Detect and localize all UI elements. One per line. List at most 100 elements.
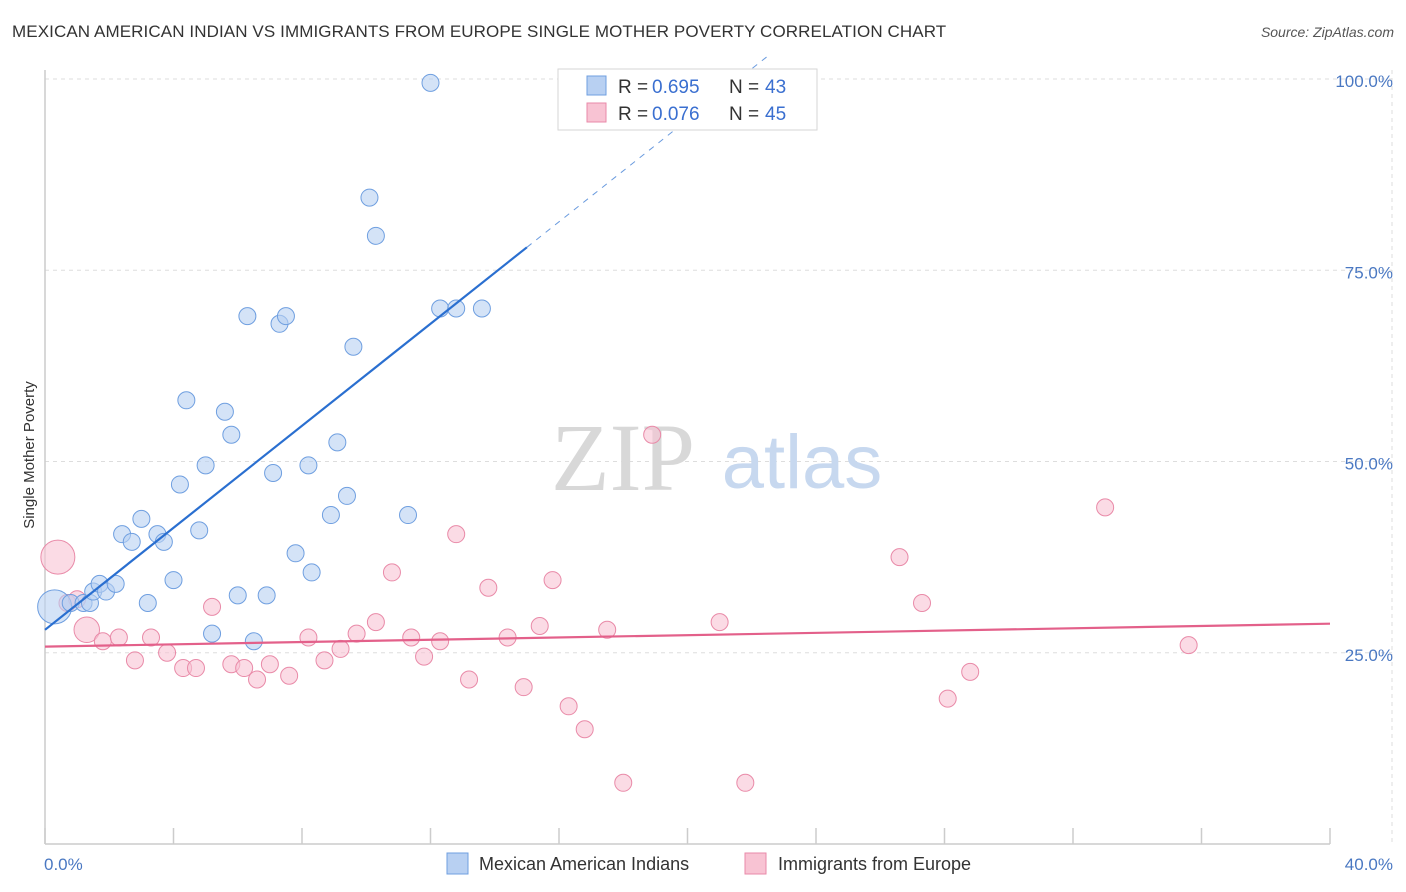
pink-point-23: [402, 628, 421, 647]
blue-point-7: [106, 574, 125, 593]
blue-point-38: [399, 506, 418, 525]
pink-point-3: [73, 616, 101, 644]
blue-point-32: [321, 506, 340, 525]
blue-point-21: [222, 425, 241, 444]
blue-point-25: [257, 586, 276, 605]
pink-point-25: [431, 632, 450, 651]
blue-point-33: [328, 433, 347, 452]
bottom-legend-label-pink: Immigrants from Europe: [778, 854, 971, 874]
pink-point-10: [186, 659, 205, 678]
pink-point-14: [248, 670, 267, 689]
pink-point-19: [331, 639, 350, 658]
y-axis-label: Single Mother Poverty: [21, 381, 38, 529]
pink-point-17: [299, 628, 318, 647]
top-legend: R = 0.695 N = 43 R = 0.076 N = 45: [557, 68, 818, 131]
watermark-atlas: atlas: [722, 420, 883, 505]
pink-point-40: [890, 548, 909, 567]
blue-point-14: [164, 571, 183, 590]
pink-point-24: [415, 647, 434, 666]
pink-point-8: [158, 643, 177, 662]
blue-point-36: [360, 188, 379, 207]
pink-point-44: [1096, 498, 1115, 517]
pink-point-41: [913, 594, 932, 613]
legend-swatch-blue: [586, 75, 607, 96]
pink-point-11: [203, 597, 222, 616]
x-tick-label-min: 0.0%: [44, 855, 83, 874]
pink-point-5: [109, 628, 128, 647]
pink-point-22: [382, 563, 401, 582]
y-tick-label-0: 25.0%: [1345, 646, 1393, 665]
trendlines: [44, 55, 1331, 648]
blue-point-17: [190, 521, 209, 540]
bottom-legend: Mexican American Indians Immigrants from…: [446, 852, 971, 875]
blue-point-26: [264, 463, 283, 482]
x-tick-label-max: 40.0%: [1345, 855, 1393, 874]
blue-point-35: [344, 337, 363, 356]
pink-point-0: [40, 539, 76, 575]
bottom-legend-swatch-blue: [446, 852, 469, 875]
legend-n-value-2: 45: [765, 104, 786, 125]
blue-trendline: [44, 246, 528, 631]
pink-point-42: [938, 689, 957, 708]
pink-point-37: [643, 425, 662, 444]
bottom-legend-label-blue: Mexican American Indians: [479, 854, 689, 874]
legend-r-label-1: R =: [618, 77, 648, 98]
blue-point-23: [238, 307, 257, 326]
legend-n-label-2: N =: [729, 104, 759, 125]
blue-point-42: [421, 73, 440, 92]
pink-point-31: [530, 616, 549, 635]
pink-point-39: [736, 773, 755, 792]
blue-point-22: [228, 586, 247, 605]
blue-point-41: [472, 299, 491, 318]
blue-point-40: [447, 299, 466, 318]
legend-r-label-2: R =: [618, 104, 648, 125]
legend-r-value-1: 0.695: [652, 77, 700, 98]
pink-trendline: [44, 622, 1331, 648]
pink-point-21: [366, 613, 385, 632]
blue-point-11: [138, 594, 157, 613]
y-tick-label-1: 50.0%: [1345, 455, 1393, 474]
watermark-zip: ZIP: [551, 404, 695, 511]
pink-point-43: [961, 662, 980, 681]
blue-point-34: [337, 486, 356, 505]
chart-title: MEXICAN AMERICAN INDIAN VS IMMIGRANTS FR…: [12, 22, 947, 41]
pink-point-28: [479, 578, 498, 597]
blue-point-30: [299, 456, 318, 475]
pink-point-6: [125, 651, 144, 670]
legend-r-value-2: 0.076: [652, 104, 700, 125]
pink-point-34: [575, 720, 594, 739]
blue-point-29: [286, 544, 305, 563]
legend-n-label-1: N =: [729, 77, 759, 98]
gridlines: [45, 70, 1393, 844]
source-label: Source: ZipAtlas.com: [1260, 24, 1394, 40]
axes: [44, 70, 1331, 845]
blue-point-31: [302, 563, 321, 582]
pink-point-4: [93, 632, 112, 651]
pink-point-30: [514, 678, 533, 697]
blue-point-37: [366, 226, 385, 245]
pink-point-27: [460, 670, 479, 689]
blue-point-20: [215, 402, 234, 421]
legend-n-value-1: 43: [765, 77, 786, 98]
pink-point-13: [235, 659, 254, 678]
pink-point-38: [710, 613, 729, 632]
y-tick-label-2: 75.0%: [1345, 263, 1393, 282]
tick-labels: 25.0% 50.0% 75.0% 100.0% 0.0% 40.0%: [44, 72, 1393, 874]
pink-point-36: [614, 773, 633, 792]
y-tick-label-3: 100.0%: [1335, 72, 1393, 91]
blue-point-28: [276, 307, 295, 326]
pink-point-16: [280, 666, 299, 685]
pink-series-points: [40, 425, 1198, 792]
blue-point-39: [431, 299, 450, 318]
blue-point-24: [244, 632, 263, 651]
pink-point-45: [1179, 636, 1198, 655]
pink-point-33: [559, 697, 578, 716]
bottom-legend-swatch-pink: [744, 852, 767, 875]
blue-point-16: [177, 391, 196, 410]
pink-point-20: [347, 624, 366, 643]
blue-series-points: [37, 73, 491, 651]
pink-point-32: [543, 571, 562, 590]
pink-point-15: [260, 655, 279, 674]
pink-point-7: [142, 628, 161, 647]
